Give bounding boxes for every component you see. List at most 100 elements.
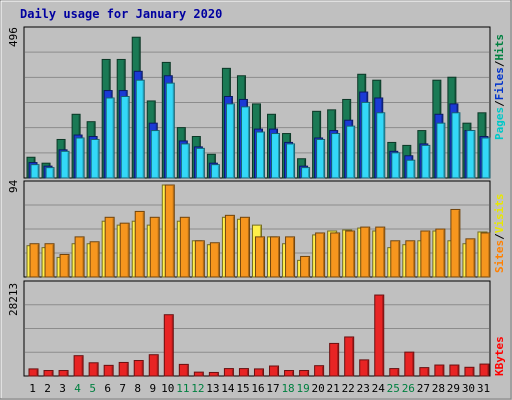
x-tick-label-day-30: 30 — [462, 382, 475, 395]
legend-files: Files — [493, 67, 506, 100]
panel2-ytick-label: 28213 — [7, 283, 20, 316]
bar-kbytes-day-18 — [284, 370, 295, 377]
bar-sites-day-13 — [209, 242, 220, 278]
hits-files-pages-panel — [23, 26, 491, 179]
bar-pages-day-16 — [255, 131, 265, 179]
bar-pages-day-28 — [436, 122, 446, 179]
x-tick-label-day-1: 1 — [29, 382, 36, 395]
bar-pages-day-31 — [481, 137, 491, 179]
bar-kbytes-day-6 — [103, 364, 114, 377]
bar-kbytes-day-28 — [434, 364, 445, 377]
bar-pages-day-11 — [180, 143, 190, 179]
bar-kbytes-day-9 — [148, 354, 159, 377]
bar-pages-day-3 — [60, 150, 70, 179]
sites-visits-panel — [23, 180, 491, 278]
legend-pages: Pages — [493, 107, 506, 140]
bar-kbytes-day-26 — [404, 351, 415, 377]
bar-kbytes-day-19 — [299, 370, 310, 377]
bar-sites-day-11 — [179, 216, 190, 278]
bar-sites-day-26 — [405, 240, 416, 278]
bar-sites-day-7 — [119, 222, 130, 278]
x-tick-label-day-7: 7 — [119, 382, 126, 395]
x-tick-label-day-8: 8 — [134, 382, 141, 395]
bar-kbytes-day-22 — [344, 336, 355, 377]
legend-panel0: Pages/Files/Hits — [493, 34, 506, 140]
bar-sites-day-24 — [375, 226, 386, 278]
chart-title: Daily usage for January 2020 — [20, 7, 222, 21]
legend-sep-2: / — [493, 60, 506, 67]
bar-pages-day-30 — [466, 130, 476, 179]
bar-pages-day-23 — [361, 101, 371, 179]
bar-pages-day-15 — [240, 106, 250, 179]
bar-kbytes-day-7 — [118, 361, 129, 377]
bar-pages-day-20 — [316, 138, 326, 179]
legend-kbytes: KBytes — [493, 336, 506, 376]
x-tick-label-day-25: 25 — [387, 382, 400, 395]
bar-pages-day-25 — [391, 152, 401, 179]
bar-sites-day-15 — [239, 216, 250, 278]
bar-sites-day-22 — [345, 230, 356, 278]
x-tick-label-day-15: 15 — [236, 382, 249, 395]
bar-pages-day-9 — [150, 130, 160, 179]
bar-kbytes-day-21 — [329, 342, 340, 377]
bar-pages-day-24 — [376, 112, 386, 179]
bar-kbytes-day-12 — [193, 371, 204, 377]
x-axis-day-labels: 1 2 3 4 5 6 7 8 9 10 11 12 13 14 15 16 17 18 19 20 21 22 23 24 2… — [29, 382, 490, 395]
x-tick-label-day-24: 24 — [372, 382, 386, 395]
x-tick-label-day-2: 2 — [44, 382, 51, 395]
bar-pages-day-7 — [120, 95, 130, 179]
bar-sites-day-28 — [435, 228, 446, 278]
x-tick-label-day-19: 19 — [296, 382, 309, 395]
bar-sites-day-20 — [315, 232, 326, 278]
bar-sites-day-8 — [134, 210, 145, 278]
bar-sites-day-3 — [59, 253, 70, 278]
bar-sites-day-25 — [390, 240, 401, 278]
legend-sep-1: / — [493, 100, 506, 107]
x-tick-label-day-28: 28 — [432, 382, 445, 395]
bar-sites-day-31 — [480, 232, 491, 278]
bar-kbytes-day-17 — [269, 365, 280, 377]
bar-sites-day-29 — [450, 208, 461, 278]
bar-kbytes-day-15 — [238, 368, 249, 377]
bar-kbytes-day-2 — [43, 370, 54, 377]
bar-kbytes-day-10 — [163, 314, 174, 377]
bar-pages-day-27 — [421, 144, 431, 179]
bar-sites-day-18 — [285, 236, 296, 278]
bar-sites-day-9 — [149, 216, 160, 278]
bar-pages-day-22 — [346, 125, 356, 179]
bar-kbytes-day-31 — [479, 363, 490, 377]
panel0-ytick-label: 496 — [7, 27, 20, 47]
kbytes-panel — [23, 280, 491, 377]
x-tick-label-day-20: 20 — [312, 382, 325, 395]
bar-sites-day-27 — [420, 230, 431, 278]
bar-pages-day-12 — [195, 147, 205, 179]
bar-sites-day-30 — [465, 238, 476, 278]
bar-kbytes-day-5 — [88, 362, 99, 377]
bar-sites-day-5 — [89, 241, 100, 278]
bar-sites-day-19 — [300, 255, 311, 278]
bar-pages-day-1 — [30, 164, 40, 179]
bar-kbytes-day-27 — [419, 367, 430, 377]
x-tick-label-day-13: 13 — [206, 382, 219, 395]
x-tick-label-day-12: 12 — [191, 382, 204, 395]
bar-pages-day-4 — [75, 137, 85, 179]
panel1-ytick-label: 94 — [7, 179, 20, 193]
bar-sites-day-12 — [194, 240, 205, 278]
x-tick-label-day-22: 22 — [342, 382, 355, 395]
bar-sites-day-2 — [44, 243, 55, 278]
bar-kbytes-day-29 — [449, 364, 460, 377]
bar-kbytes-day-3 — [58, 370, 69, 377]
bar-sites-day-4 — [74, 236, 85, 278]
bar-sites-day-16 — [254, 236, 265, 278]
bar-kbytes-day-1 — [28, 368, 39, 377]
bar-kbytes-day-24 — [374, 294, 385, 377]
bar-sites-day-14 — [224, 214, 235, 278]
bar-kbytes-day-25 — [389, 368, 400, 377]
x-tick-label-day-26: 26 — [402, 382, 415, 395]
x-tick-label-day-18: 18 — [281, 382, 294, 395]
x-tick-label-day-4: 4 — [74, 382, 81, 395]
bar-pages-day-26 — [406, 159, 416, 179]
legend-panel2: KBytes — [493, 336, 506, 376]
bar-pages-day-10 — [165, 82, 175, 179]
bar-kbytes-day-23 — [359, 359, 370, 377]
